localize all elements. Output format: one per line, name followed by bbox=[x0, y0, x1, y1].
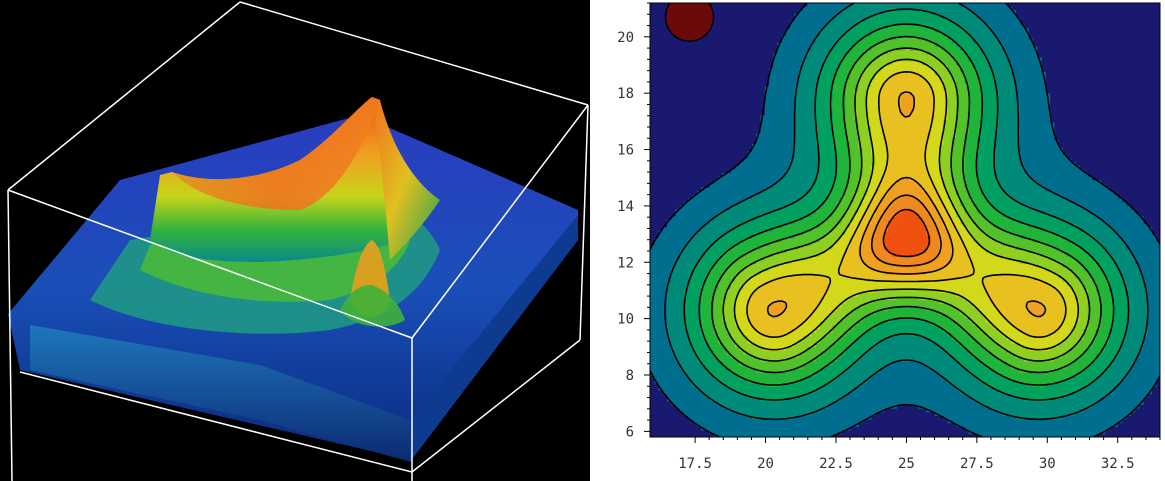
x-tick-label: 20 bbox=[757, 456, 774, 472]
surface-bounding-box bbox=[7, 1, 589, 481]
surface-right-skirt bbox=[410, 215, 578, 462]
y-tick-label: 6 bbox=[626, 424, 634, 440]
y-tick-label: 10 bbox=[617, 312, 634, 328]
x-tick-label: 17.5 bbox=[678, 456, 712, 472]
contour-plot: 17.5 20 22.5 25 27.5 30 32.5 6 8 10 12 14 16 18 20 bbox=[590, 0, 1165, 481]
x-axis-ticks: 17.5 20 22.5 25 27.5 30 32.5 bbox=[678, 437, 1161, 472]
contour-plot-svg: 17.5 20 22.5 25 27.5 30 32.5 6 8 10 12 14 16 18 20 bbox=[617, 2, 1161, 472]
contour-lines bbox=[650, 3, 1160, 437]
y-tick-label: 12 bbox=[617, 255, 634, 271]
x-tick-label: 25 bbox=[898, 456, 915, 472]
surface-small-peak-base bbox=[340, 285, 405, 327]
surface-front-skirt bbox=[30, 325, 410, 462]
surface-peak-flank bbox=[372, 97, 440, 260]
surface-back-slope bbox=[172, 97, 380, 210]
y-tick-label: 14 bbox=[617, 199, 634, 215]
y-tick-label: 16 bbox=[617, 143, 634, 159]
axis-frame bbox=[649, 2, 1161, 438]
plot-frame bbox=[649, 2, 1161, 438]
x-tick-label: 30 bbox=[1039, 456, 1056, 472]
x-tick-label: 22.5 bbox=[819, 456, 853, 472]
y-tick-label: 18 bbox=[617, 86, 634, 102]
surface-plot-svg bbox=[7, 1, 589, 481]
y-axis-ticks: 6 8 10 12 14 16 18 20 bbox=[617, 2, 650, 440]
y-tick-label: 8 bbox=[626, 368, 634, 384]
x-tick-label: 27.5 bbox=[960, 456, 994, 472]
corner-peak bbox=[664, 3, 715, 42]
y-tick-label: 20 bbox=[617, 30, 634, 46]
surface-plot bbox=[7, 1, 589, 481]
contour-area bbox=[650, 3, 1160, 437]
x-tick-label: 32.5 bbox=[1101, 456, 1135, 472]
